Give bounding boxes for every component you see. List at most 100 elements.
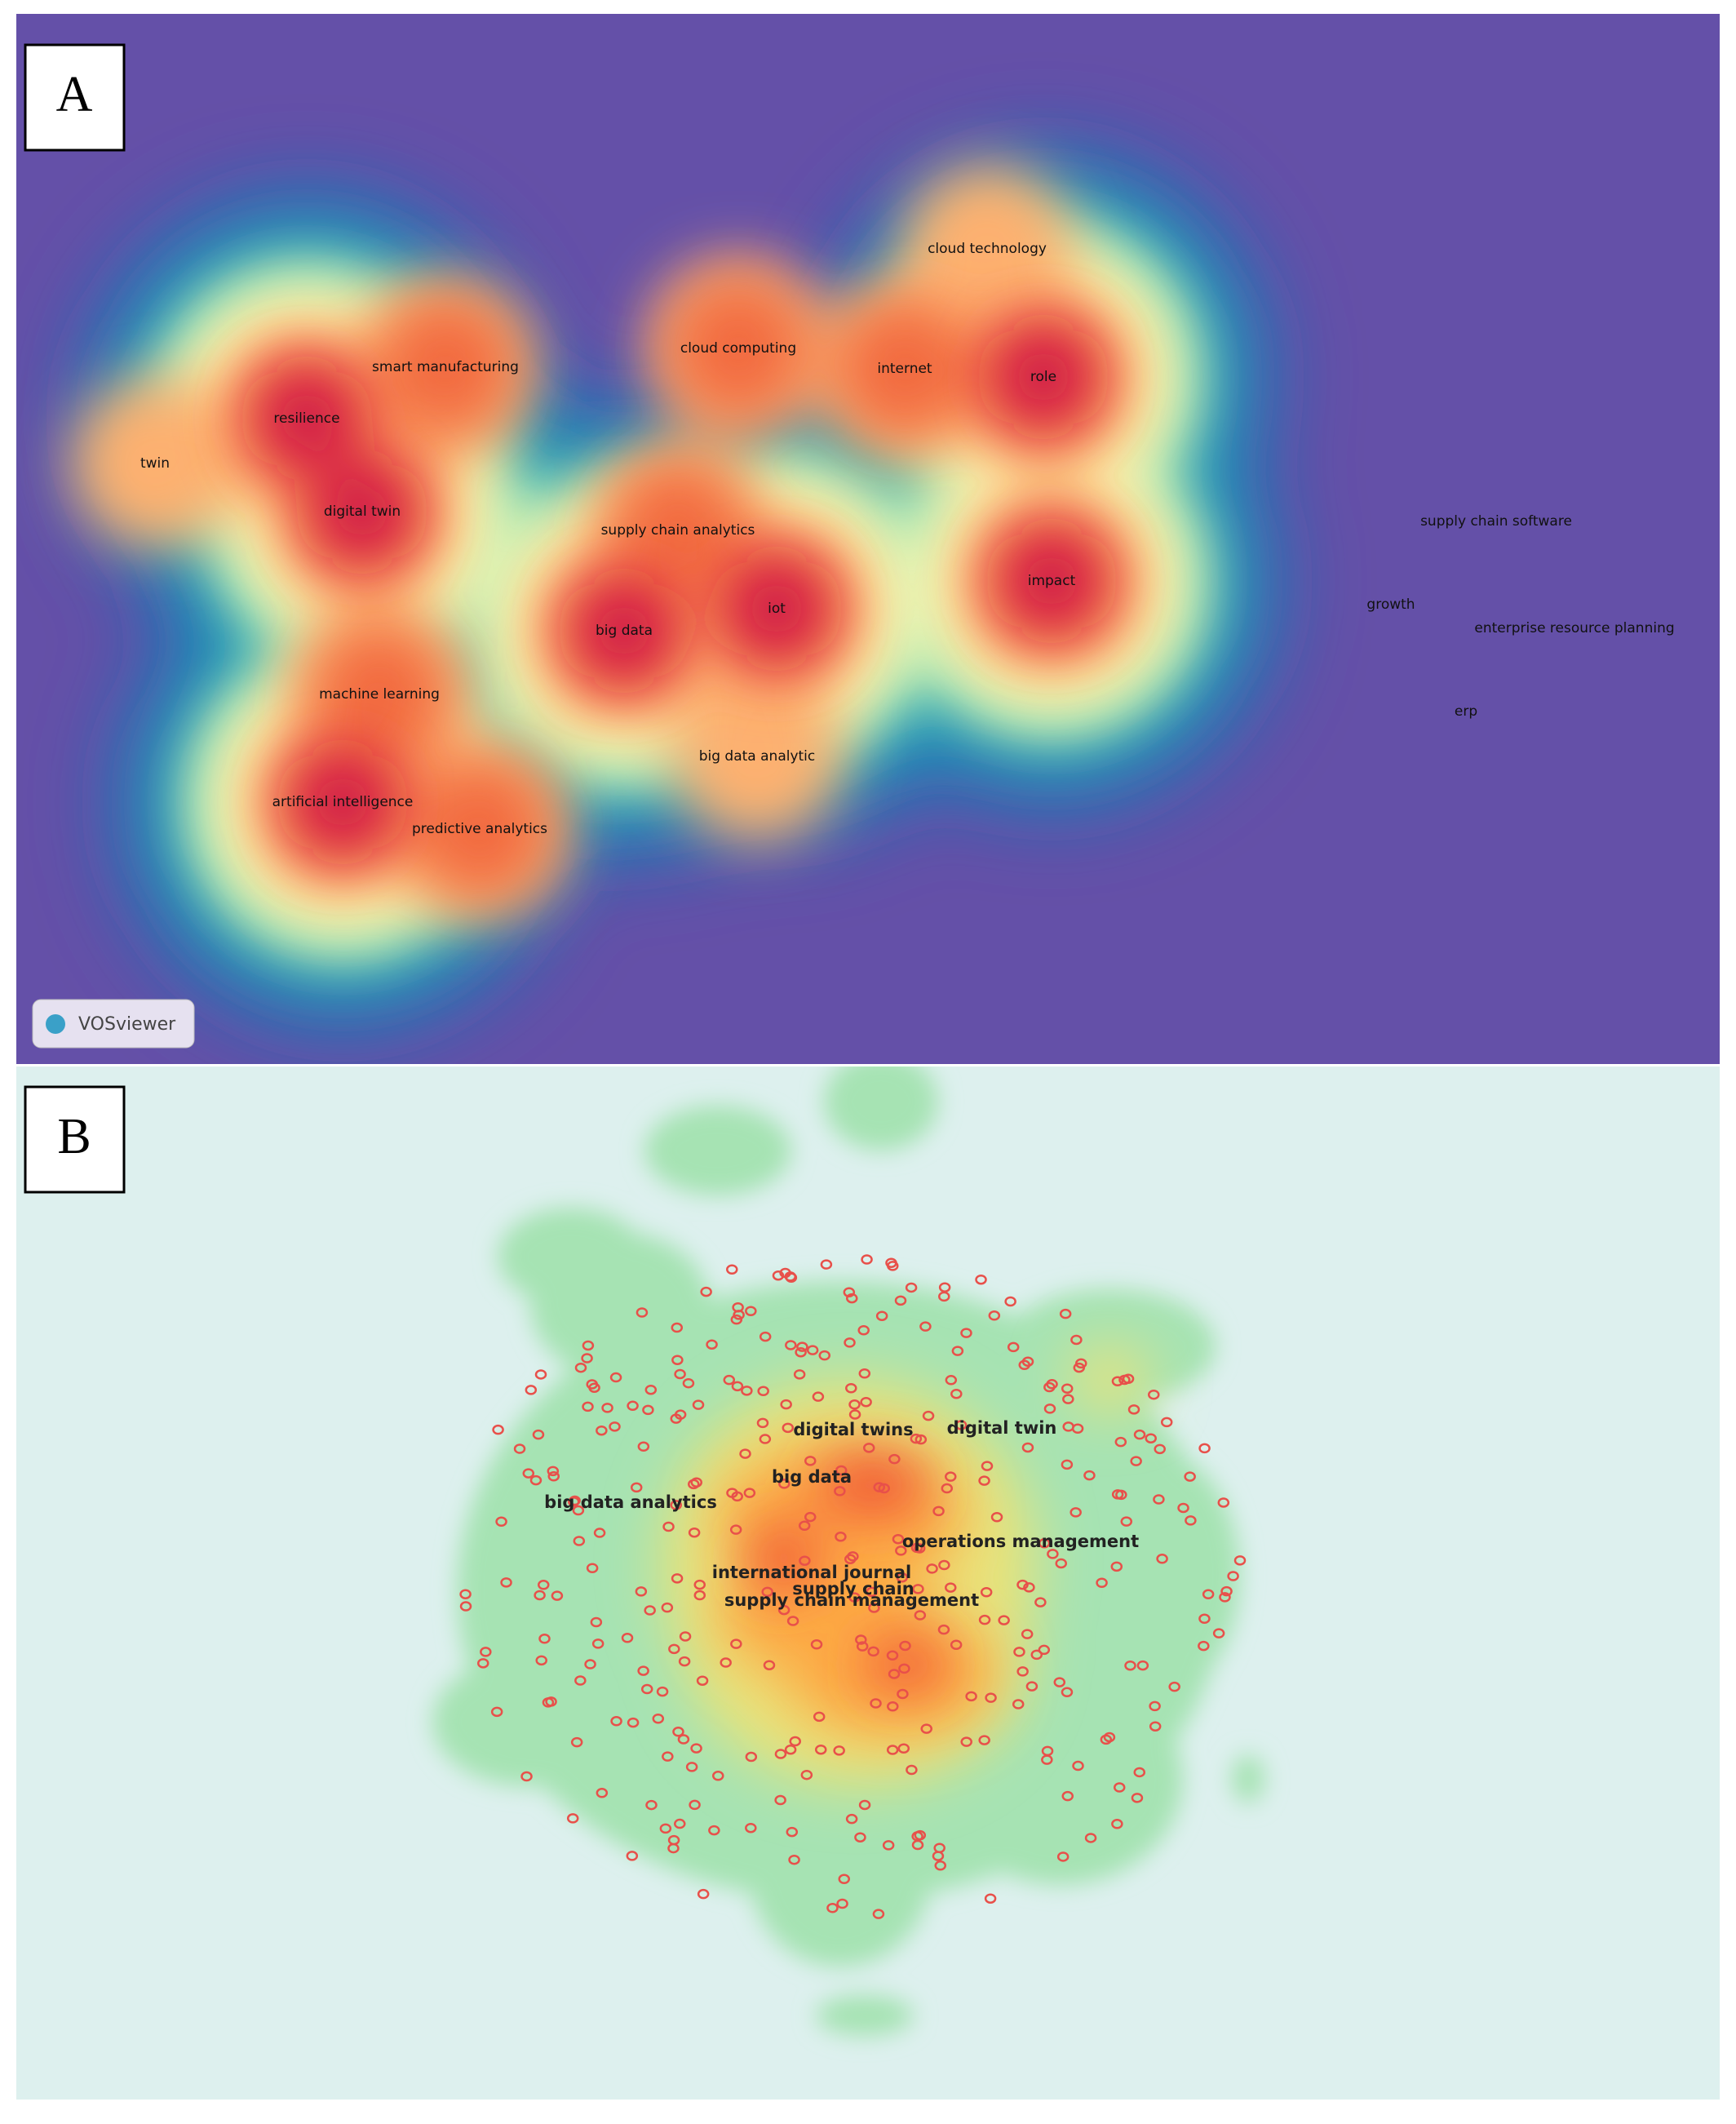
node-marker [938, 1559, 950, 1571]
density-blob [644, 1106, 791, 1195]
node-marker [875, 1310, 888, 1321]
node-marker [855, 1634, 867, 1645]
node-marker [1071, 1423, 1084, 1434]
panel-label: B [57, 1109, 91, 1164]
density-blob [1077, 1452, 1240, 1697]
node-marker [818, 1350, 831, 1361]
node-marker [786, 1616, 799, 1626]
node-marker [985, 1692, 997, 1703]
node-marker [867, 1646, 879, 1657]
terms-b: digital twins digital twin big data big dat… [544, 1418, 1139, 1610]
node-marker [621, 1633, 634, 1643]
node-marker [978, 1475, 990, 1486]
node-marker [838, 1873, 850, 1885]
node-marker [668, 1643, 680, 1655]
node-marker [887, 1701, 899, 1712]
node-marker [888, 1453, 901, 1465]
node-marker [535, 1655, 547, 1666]
node-marker [678, 1656, 691, 1667]
node-marker [1056, 1851, 1070, 1862]
node-marker [856, 1641, 869, 1652]
node-marker [1198, 1443, 1211, 1454]
node-marker [858, 1799, 871, 1811]
terms-a: twin resilience smart manufacturing digital… [140, 241, 1675, 837]
density-blob [836, 300, 973, 437]
density-layer [258, 328, 1100, 851]
node-marker [572, 1505, 585, 1516]
node-marker [745, 1822, 757, 1834]
node-marker [1061, 1687, 1074, 1698]
density-blob [824, 1066, 938, 1151]
node-marker [1103, 1732, 1116, 1743]
term-label: twin [140, 455, 170, 472]
node-marker [1177, 1502, 1189, 1514]
node-marker [1007, 1341, 1020, 1353]
term-label: cloud computing [680, 340, 796, 357]
node-marker [774, 1749, 787, 1759]
node-marker [547, 1466, 560, 1477]
node-marker [743, 1488, 756, 1498]
node-marker [538, 1580, 550, 1590]
node-marker [888, 1669, 901, 1679]
node-marker [938, 1291, 950, 1302]
node-marker [670, 1500, 683, 1510]
node-marker [910, 1542, 923, 1554]
node-marker [1021, 1629, 1034, 1639]
node-marker [492, 1424, 504, 1435]
node-marker [1153, 1494, 1165, 1505]
node-marker [1023, 1582, 1035, 1593]
node-marker [692, 1399, 705, 1410]
node-marker [844, 1554, 857, 1564]
node-marker [845, 1813, 858, 1825]
node-marker [712, 1771, 724, 1781]
node-marker [529, 1474, 542, 1486]
node-marker [984, 1893, 997, 1904]
density-layer [751, 1457, 946, 1689]
node-marker [835, 1465, 848, 1476]
node-marker [601, 1403, 613, 1413]
node-marker [910, 1433, 923, 1444]
density-blob [1003, 532, 1100, 630]
node-marker [609, 1372, 622, 1383]
node-marker [779, 1267, 791, 1279]
node-marker [796, 1341, 808, 1352]
node-marker [689, 1799, 701, 1811]
node-marker [569, 1495, 581, 1506]
node-marker [950, 1388, 963, 1399]
node-marker [814, 1744, 827, 1755]
node-marker [892, 1533, 905, 1545]
node-marker [674, 1818, 686, 1829]
node-marker [671, 1573, 684, 1584]
node-marker [730, 1314, 743, 1325]
node-marker [784, 1744, 797, 1755]
node-marker [833, 1745, 845, 1756]
term-label: resilience [273, 410, 339, 427]
node-marker [912, 1584, 924, 1594]
term-label: supply chain [792, 1579, 914, 1599]
term-label: digital twins [793, 1420, 913, 1439]
density-blob [258, 370, 356, 468]
term-label: erp [1455, 703, 1477, 720]
node-marker [988, 1310, 1001, 1321]
node-marker [1070, 1334, 1083, 1346]
node-marker [759, 1331, 772, 1342]
density-blob [311, 626, 448, 763]
node-marker [581, 1353, 593, 1364]
node-marker [644, 1384, 658, 1395]
term-label: big data analytics [544, 1492, 717, 1512]
term-label: cloud technology [928, 241, 1047, 257]
node-marker [1114, 1436, 1127, 1448]
node-marker [954, 1420, 968, 1430]
node-marker [635, 1586, 648, 1597]
node-marker [990, 1512, 1003, 1523]
node-marker [645, 1799, 658, 1811]
node-marker [1147, 1389, 1160, 1400]
term-label: artificial intelligence [272, 794, 414, 810]
node-marker [1110, 1561, 1123, 1572]
node-marker [652, 1714, 665, 1724]
term-label: big data [596, 623, 653, 639]
node-marker [873, 1482, 885, 1492]
node-marker [656, 1686, 669, 1697]
node-marker [975, 1274, 987, 1285]
node-marker [777, 1604, 790, 1616]
